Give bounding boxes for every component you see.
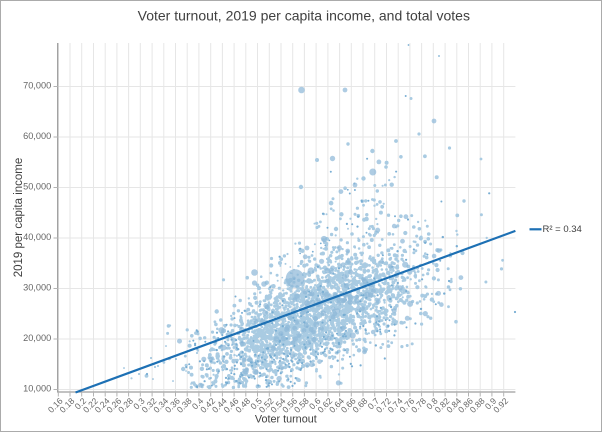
svg-text:0.92: 0.92 [491, 396, 510, 415]
svg-text:Voter turnout: Voter turnout [255, 414, 317, 426]
svg-text:R² = 0.34: R² = 0.34 [543, 224, 582, 235]
svg-text:60,000: 60,000 [23, 131, 51, 141]
svg-text:2019 per capita income: 2019 per capita income [13, 158, 25, 278]
svg-text:40,000: 40,000 [23, 232, 51, 242]
svg-text:50,000: 50,000 [23, 182, 51, 192]
svg-text:20,000: 20,000 [23, 333, 51, 343]
svg-text:70,000: 70,000 [23, 81, 51, 91]
svg-text:30,000: 30,000 [23, 283, 51, 293]
svg-text:10,000: 10,000 [23, 384, 51, 394]
svg-text:Voter turnout, 2019 per capita: Voter turnout, 2019 per capita income, a… [138, 8, 470, 24]
